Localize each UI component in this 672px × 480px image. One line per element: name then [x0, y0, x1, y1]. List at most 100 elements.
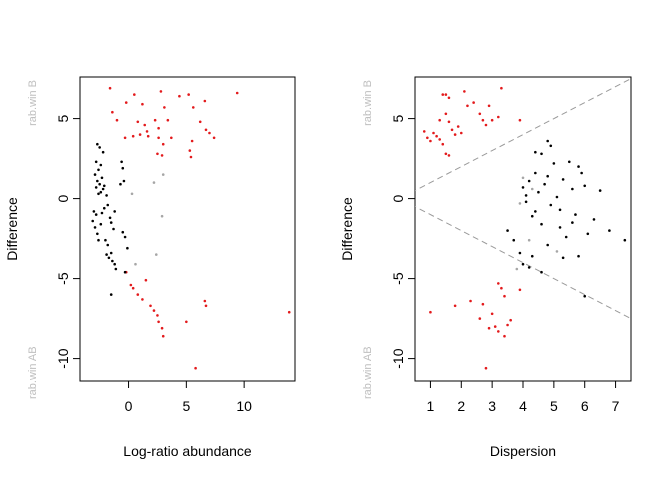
data-point [478, 112, 482, 116]
data-point [506, 323, 509, 327]
data-point [156, 314, 159, 317]
data-point [154, 253, 158, 256]
data-point [530, 214, 534, 218]
data-point [527, 266, 531, 269]
data-point [558, 226, 562, 229]
data-point [99, 163, 103, 167]
data-point [157, 136, 160, 140]
data-point [105, 194, 108, 197]
data-point [121, 230, 125, 234]
data-point [113, 262, 116, 266]
data-point [93, 226, 97, 229]
y-tick-label: 5 [55, 114, 71, 122]
data-point [540, 152, 543, 156]
x-tick-label: 5 [182, 398, 190, 414]
data-point [102, 206, 106, 210]
data-point [141, 298, 144, 301]
data-point [204, 128, 208, 132]
data-point [163, 106, 166, 109]
data-point [583, 294, 587, 298]
data-point [512, 238, 516, 242]
data-point [518, 118, 522, 122]
data-point [136, 120, 140, 124]
data-point [131, 134, 135, 138]
data-point [153, 118, 157, 122]
data-point [94, 186, 98, 189]
data-point [555, 195, 559, 199]
data-point [521, 186, 525, 189]
y-tick-label: 5 [390, 114, 406, 122]
data-point [100, 211, 104, 215]
data-point [143, 123, 147, 127]
data-point [540, 222, 543, 226]
data-point [98, 182, 101, 186]
y-tick-label: -10 [390, 348, 406, 368]
data-point [524, 194, 528, 197]
series-2 [91, 142, 129, 296]
y-tick-label: -5 [55, 272, 71, 285]
data-point [577, 254, 580, 258]
data-point [577, 165, 580, 168]
data-point [432, 131, 435, 135]
data-point [438, 118, 441, 122]
data-point [524, 200, 528, 204]
data-point [506, 229, 509, 232]
data-point [487, 326, 491, 330]
data-point [438, 138, 441, 141]
y-axis-title: Difference [4, 197, 20, 261]
data-point [98, 146, 101, 149]
data-point [99, 190, 103, 194]
data-point [121, 166, 125, 170]
data-point [623, 238, 627, 242]
data-point [126, 246, 129, 250]
group-label-top: rab.win B [362, 80, 374, 126]
data-point [586, 232, 590, 236]
data-point [555, 250, 559, 253]
data-point [435, 134, 438, 138]
data-point [441, 93, 445, 96]
group-label-bottom: rab.win AB [27, 346, 39, 399]
data-point [567, 160, 571, 164]
data-point [108, 216, 112, 220]
data-point [561, 256, 565, 260]
data-point [472, 101, 475, 104]
data-point [429, 310, 432, 314]
data-point [194, 366, 197, 370]
data-point [160, 154, 164, 157]
data-point [469, 299, 472, 303]
data-point [129, 283, 133, 287]
data-point [112, 227, 115, 231]
data-point [487, 104, 491, 108]
data-point [136, 293, 140, 296]
data-point [189, 155, 193, 159]
data-point [96, 232, 99, 236]
data-point [530, 254, 534, 258]
data-point [101, 150, 105, 154]
data-point [130, 192, 134, 196]
data-point [141, 102, 144, 106]
data-point [521, 262, 525, 266]
x-tick-label: 7 [612, 398, 620, 414]
data-point [170, 136, 173, 140]
x-tick-label: 10 [236, 398, 252, 414]
data-point [484, 366, 488, 370]
data-point [546, 174, 549, 178]
data-point [96, 179, 99, 183]
data-point [518, 202, 522, 205]
data-point [546, 139, 549, 143]
data-point [490, 312, 494, 316]
data-point [157, 320, 160, 324]
data-point [497, 282, 500, 285]
data-point [97, 168, 100, 172]
data-point [521, 176, 525, 180]
data-point [97, 192, 100, 196]
data-point [160, 214, 164, 218]
data-point [157, 126, 160, 130]
data-point [549, 203, 553, 207]
data-point [490, 118, 494, 122]
data-point [149, 304, 152, 308]
data-point [546, 243, 549, 247]
data-point [159, 90, 163, 93]
data-point [152, 309, 156, 312]
data-point [124, 101, 128, 104]
